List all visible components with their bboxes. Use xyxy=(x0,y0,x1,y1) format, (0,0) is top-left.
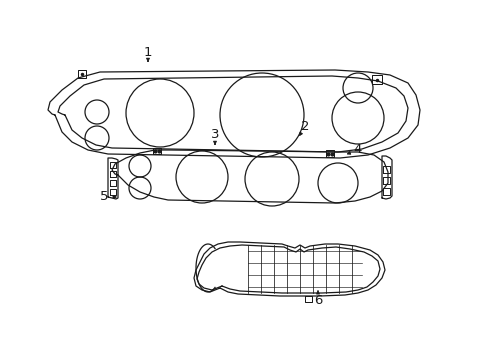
Text: 4: 4 xyxy=(353,144,362,157)
Text: 1: 1 xyxy=(143,45,152,58)
Text: 2: 2 xyxy=(300,121,308,134)
Text: 5: 5 xyxy=(100,190,108,203)
Text: 3: 3 xyxy=(210,129,219,141)
Text: 6: 6 xyxy=(313,293,322,306)
